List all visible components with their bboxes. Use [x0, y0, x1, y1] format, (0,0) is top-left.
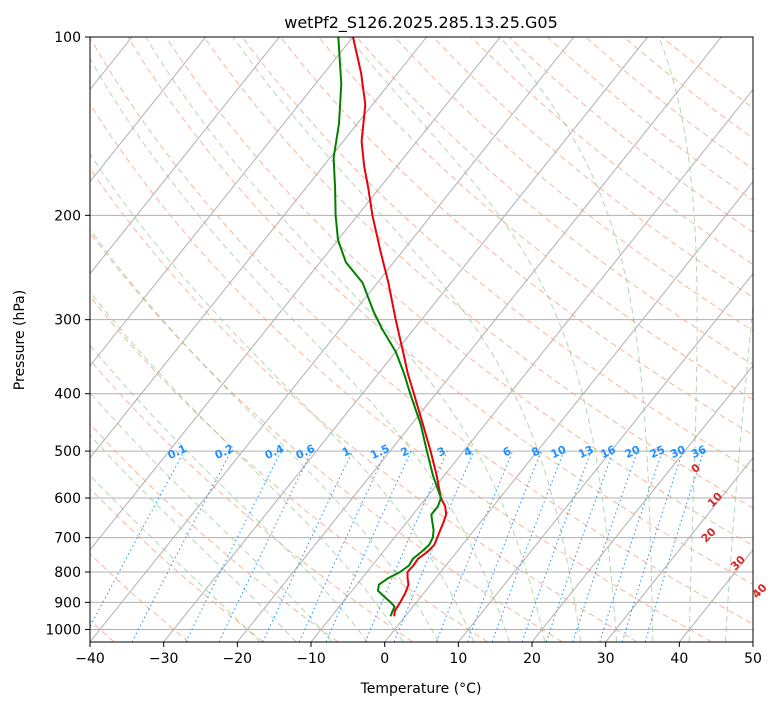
isotherm-line — [605, 457, 753, 642]
y-tick-label: 1000 — [45, 622, 81, 638]
x-tick-label: −20 — [223, 651, 253, 667]
mixing-ratio-label: 16 — [599, 443, 619, 461]
dry-adiabat-line — [203, 37, 753, 509]
series-dewpoint-line — [332, 37, 442, 617]
mixing-ratio-label: 20 — [623, 443, 643, 461]
mixing-ratio-line — [435, 450, 514, 642]
dry-adiabat-line — [90, 359, 414, 642]
isotherm-line — [90, 37, 575, 642]
y-tick-label: 500 — [54, 444, 81, 460]
plot-area — [90, 37, 753, 642]
mixing-ratio-line — [467, 450, 542, 642]
isotherm-line — [90, 37, 207, 183]
mixing-ratio-line — [90, 450, 185, 628]
series-layer — [332, 37, 448, 617]
x-axis: −40 −30 −20 −10 0 10 20 30 40 50 — [75, 642, 762, 667]
dry-adiabat-line — [318, 37, 753, 401]
x-tick-label: 20 — [523, 651, 541, 667]
dry-adiabat-line — [90, 37, 753, 625]
moist-adiabat-line — [348, 37, 618, 642]
y-tick-label: 600 — [54, 491, 81, 507]
moist-adiabat-line — [145, 37, 546, 642]
mixing-ratio-label: 25 — [648, 443, 667, 461]
isotherm-line — [457, 272, 753, 642]
dry-adiabat-line — [394, 37, 753, 332]
isotherm-line — [531, 364, 753, 642]
x-axis-label: Temperature (°C) — [360, 681, 482, 697]
moist-adiabat-line — [725, 300, 753, 642]
dry-adiabat-line — [90, 553, 190, 642]
y-tick-label: 700 — [54, 531, 81, 547]
chart-title: wetPf2_S126.2025.285.13.25.G05 — [284, 13, 558, 33]
isotherm-line — [90, 37, 280, 275]
isotherm-line — [90, 37, 501, 551]
moist-adiabat-line — [90, 291, 404, 642]
mixing-ratio-line — [572, 450, 639, 642]
dry-adiabat-line — [165, 37, 753, 547]
mixing-ratio-line — [599, 450, 663, 642]
x-tick-label: 0 — [380, 651, 389, 667]
dry-adiabat-line — [356, 37, 753, 366]
mixing-ratio-line — [298, 450, 387, 642]
grid-layer — [90, 37, 753, 642]
x-tick-label: −10 — [296, 651, 326, 667]
moist-adiabat-line — [90, 228, 439, 642]
isotherm-line — [163, 37, 649, 642]
moist-adiabat-line — [232, 37, 582, 642]
plot-frame — [89, 36, 754, 643]
mixing-ratio-line — [218, 450, 313, 642]
y-tick-label: 900 — [54, 595, 81, 611]
y-tick-label: 300 — [54, 313, 81, 329]
moist-adiabat-line — [90, 153, 475, 642]
isotherm-line — [236, 37, 722, 642]
x-tick-label: −30 — [149, 651, 179, 667]
dry-adiabat-line — [90, 231, 563, 642]
x-tick-label: 40 — [670, 651, 688, 667]
isotherm-line — [90, 37, 354, 367]
dry-adiabat-line — [90, 295, 488, 642]
y-axis-label: Pressure (hPa) — [12, 290, 28, 390]
x-tick-label: 30 — [597, 651, 615, 667]
moist-adiabat-line — [658, 37, 698, 642]
moist-adiabat-line — [90, 434, 297, 642]
mixing-ratio-label: 13 — [576, 443, 595, 461]
mixing-ratio-label: 36 — [689, 443, 709, 461]
mixing-ratio-line — [621, 450, 684, 642]
moist-adiabat-line — [90, 474, 261, 642]
dry-adiabat-line — [127, 37, 753, 586]
x-tick-label: 50 — [744, 651, 762, 667]
dry-adiabat-line — [90, 167, 638, 642]
mixing-ratio-line — [262, 450, 353, 642]
mixing-ratio-label: 10 — [549, 443, 569, 461]
x-tick-label: −40 — [75, 651, 105, 667]
y-tick-label: 200 — [54, 208, 81, 224]
x-tick-label: 10 — [449, 651, 467, 667]
mixing-ratio-line — [644, 450, 705, 642]
isotherm-line — [90, 37, 428, 459]
y-tick-label: 100 — [54, 30, 81, 46]
moist-adiabat-line — [499, 37, 654, 642]
isotherm-line — [384, 180, 753, 642]
mixing-ratio-label: 30 — [668, 443, 688, 461]
dry-adiabat-line — [90, 103, 712, 642]
moist-adiabat-line — [90, 344, 369, 642]
y-tick-label: 400 — [54, 387, 81, 403]
y-axis: 100 200 300 400 500 600 700 800 900 1000 — [45, 30, 90, 638]
y-tick-label: 800 — [54, 565, 81, 581]
